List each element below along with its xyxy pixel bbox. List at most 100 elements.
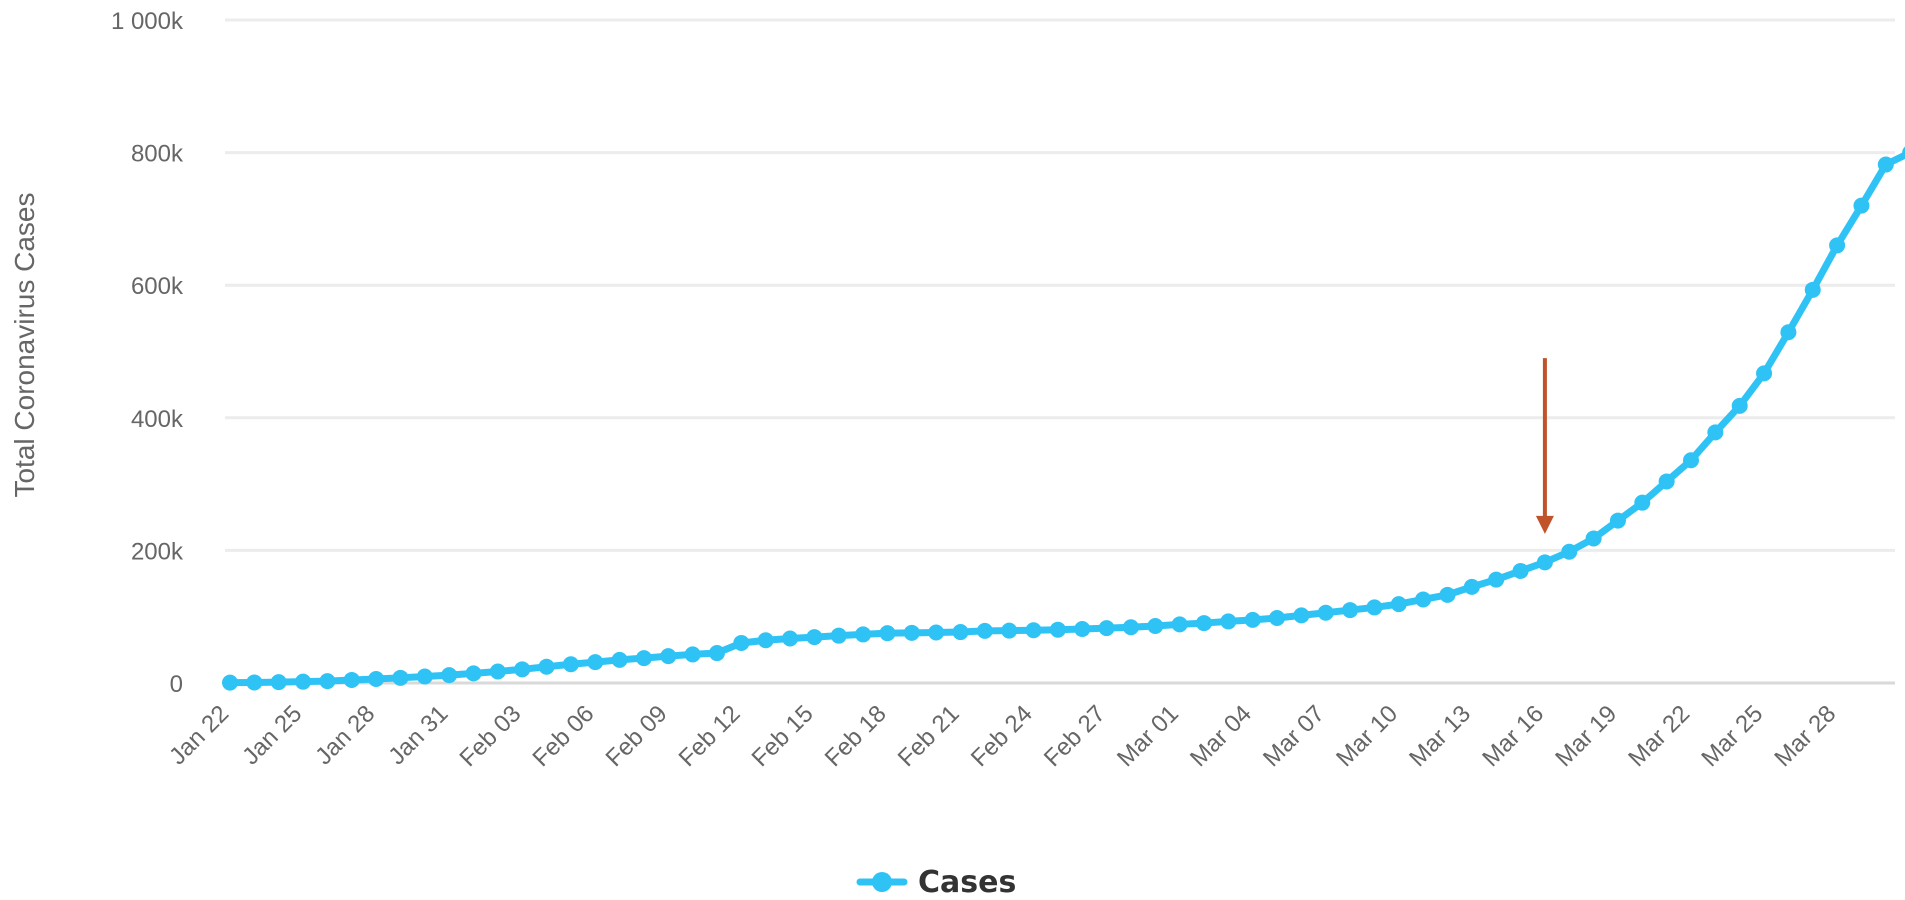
data-point[interactable] <box>635 650 652 667</box>
data-point[interactable] <box>1098 620 1115 637</box>
y-tick-label: 1 000k <box>111 8 184 35</box>
y-tick-label: 200k <box>131 538 184 565</box>
x-tick-label: Feb 09 <box>601 700 673 772</box>
data-point[interactable] <box>222 674 238 691</box>
data-point[interactable] <box>562 656 579 673</box>
data-point[interactable] <box>1853 197 1870 214</box>
annotation-arrow-head <box>1535 515 1554 534</box>
legend-label-cases: Cases <box>918 865 1016 900</box>
data-point[interactable] <box>709 645 725 662</box>
x-tick-label: Mar 10 <box>1331 700 1403 772</box>
data-point[interactable] <box>319 673 336 690</box>
y-tick-label: 600k <box>131 273 184 300</box>
data-point[interactable] <box>1293 607 1310 624</box>
legend-marker <box>872 872 892 892</box>
data-point[interactable] <box>903 624 920 641</box>
data-point[interactable] <box>1342 602 1359 619</box>
data-point[interactable] <box>538 658 555 675</box>
data-point[interactable] <box>684 646 701 663</box>
data-point[interactable] <box>1536 554 1553 571</box>
data-point[interactable] <box>1025 622 1042 639</box>
y-axis-title: Total Coronavirus Cases <box>9 192 40 497</box>
data-point[interactable] <box>1001 622 1018 639</box>
data-point[interactable] <box>1196 615 1212 632</box>
data-point[interactable] <box>1074 621 1091 638</box>
data-point[interactable] <box>660 648 677 665</box>
data-point[interactable] <box>1707 424 1724 441</box>
data-point[interactable] <box>514 661 531 678</box>
y-tick-label: 400k <box>131 406 184 433</box>
x-tick-label: Feb 21 <box>893 700 965 772</box>
data-point[interactable] <box>343 671 360 688</box>
data-point[interactable] <box>489 663 506 680</box>
data-point[interactable] <box>587 654 604 671</box>
y-axis-ticks: 0 200k 400k 600k 800k 1 000k <box>111 8 184 698</box>
data-point[interactable] <box>830 627 847 644</box>
data-point[interactable] <box>246 674 263 691</box>
x-tick-label: Feb 24 <box>966 700 1038 772</box>
data-point[interactable] <box>1390 596 1407 613</box>
data-point[interactable] <box>1756 365 1773 382</box>
data-point[interactable] <box>1415 591 1432 608</box>
data-point[interactable] <box>976 622 993 639</box>
x-tick-label: Jan 28 <box>310 700 380 770</box>
x-tick-label: Feb 27 <box>1039 700 1111 772</box>
data-point[interactable] <box>1122 619 1139 636</box>
x-tick-label: Mar 16 <box>1477 700 1549 772</box>
data-point[interactable] <box>1147 617 1164 634</box>
data-point[interactable] <box>1244 611 1261 628</box>
x-tick-label: Feb 18 <box>820 700 892 772</box>
data-point[interactable] <box>806 629 823 646</box>
data-point[interactable] <box>733 634 750 651</box>
data-point[interactable] <box>1877 156 1894 173</box>
data-point[interactable] <box>1366 599 1383 616</box>
y-tick-label: 800k <box>131 141 184 168</box>
x-tick-label: Feb 03 <box>455 700 527 772</box>
data-point[interactable] <box>1780 324 1797 341</box>
data-point[interactable] <box>1317 604 1334 621</box>
legend[interactable]: Cases <box>856 865 1016 900</box>
data-point[interactable] <box>1049 621 1066 638</box>
data-point[interactable] <box>465 665 482 682</box>
data-point[interactable] <box>1512 562 1529 579</box>
data-point[interactable] <box>1634 494 1651 511</box>
x-tick-label: Mar 22 <box>1623 700 1695 772</box>
data-point[interactable] <box>1561 543 1578 560</box>
data-point[interactable] <box>1902 145 1905 161</box>
data-point[interactable] <box>270 674 287 691</box>
data-point[interactable] <box>1829 237 1846 254</box>
series-cases[interactable] <box>222 145 1905 691</box>
data-point[interactable] <box>1220 613 1237 630</box>
data-point[interactable] <box>928 624 945 641</box>
data-point[interactable] <box>757 632 774 649</box>
data-point[interactable] <box>1804 281 1821 298</box>
data-point[interactable] <box>1683 452 1699 469</box>
data-point[interactable] <box>1585 530 1602 547</box>
data-point[interactable] <box>1439 586 1456 603</box>
data-point[interactable] <box>952 624 969 641</box>
data-point[interactable] <box>1171 616 1188 633</box>
data-point[interactable] <box>1658 473 1675 490</box>
data-point[interactable] <box>1609 512 1626 529</box>
data-point[interactable] <box>392 669 409 686</box>
data-point[interactable] <box>782 630 799 647</box>
x-axis-ticks: Jan 22 Jan 25 Jan 28 Jan 31 Feb 03 Feb 06 Feb … <box>164 700 1841 772</box>
data-point[interactable] <box>368 670 385 687</box>
data-point[interactable] <box>879 625 896 642</box>
data-point[interactable] <box>1488 571 1505 588</box>
x-tick-label: Mar 04 <box>1185 700 1257 772</box>
data-point[interactable] <box>416 668 433 685</box>
data-point[interactable] <box>1463 578 1480 595</box>
annotations <box>1535 358 1554 534</box>
x-tick-label: Jan 22 <box>164 700 234 770</box>
data-point[interactable] <box>1731 397 1748 414</box>
data-point[interactable] <box>441 667 458 684</box>
grid-lines <box>225 18 1895 685</box>
data-point[interactable] <box>611 651 628 668</box>
data-point[interactable] <box>855 626 872 643</box>
data-point[interactable] <box>295 673 312 690</box>
data-point[interactable] <box>1269 610 1286 627</box>
y-tick-label: 0 <box>170 671 183 698</box>
